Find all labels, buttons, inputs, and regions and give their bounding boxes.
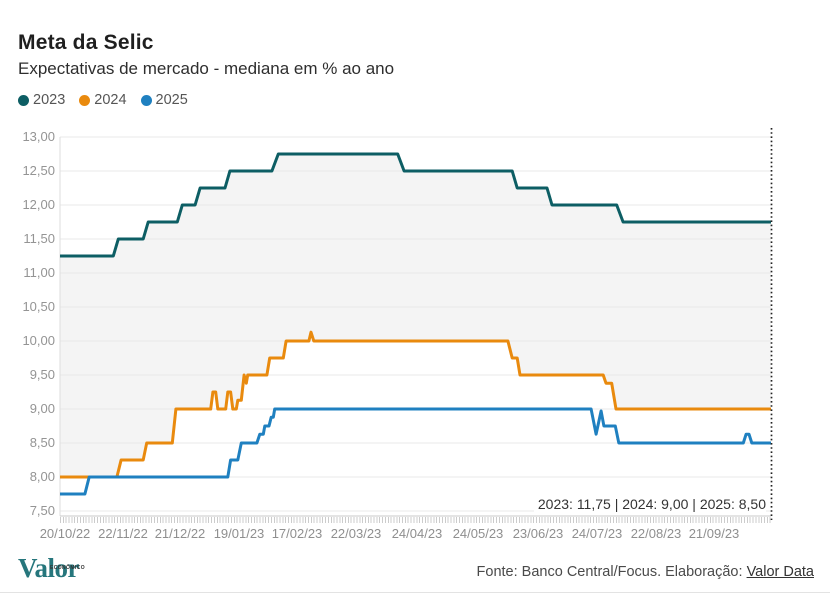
x-tick-label: 17/02/23 [271, 526, 323, 541]
y-tick-label: 8,50 [29, 435, 55, 450]
x-tick-label: 23/06/23 [512, 526, 564, 541]
x-axis-minor-ticks [60, 517, 772, 523]
y-tick-label: 8,00 [29, 469, 55, 484]
chart-title: Meta da Selic [18, 31, 154, 54]
y-tick-label: 12,00 [22, 197, 55, 212]
x-tick-label: 24/07/23 [571, 526, 623, 541]
end-values-label: 2023: 11,75 | 2024: 9,00 | 2025: 8,50 [533, 496, 766, 512]
y-tick-label: 12,50 [22, 163, 55, 178]
chart-canvas [59, 128, 773, 520]
source-text: Fonte: Banco Central/Focus. Elaboração: … [477, 564, 814, 580]
legend-dot-icon [18, 94, 29, 106]
legend-dot-icon [140, 94, 152, 106]
y-tick-label: 10,00 [22, 333, 55, 348]
y-tick-label: 10,50 [22, 299, 55, 314]
x-tick-label: 24/04/23 [391, 526, 443, 541]
y-tick-label: 11,50 [23, 231, 55, 246]
legend-item-2023: 2023 [18, 92, 65, 108]
y-tick-label: 9,00 [29, 401, 55, 416]
band-fill-2024 [60, 332, 771, 516]
y-tick-label: 9,50 [29, 367, 55, 382]
source-link[interactable]: Valor Data [746, 564, 814, 580]
chart-subtitle: Expectativas de mercado - mediana em % a… [18, 59, 395, 78]
footer-separator [0, 592, 830, 593]
x-tick-label: 21/12/22 [154, 526, 206, 541]
series-line-2023 [60, 152, 771, 258]
x-tick-label: 21/09/23 [688, 526, 740, 541]
legend-item-2024: 2024 [79, 92, 127, 108]
series-line-2025 [60, 407, 771, 496]
valor-logo-superscript: ECONÔMICO [50, 565, 86, 571]
x-tick-label: 19/01/23 [213, 526, 265, 541]
legend: 2023 2024 2025 [18, 92, 188, 108]
source-prefix: Fonte: Banco Central/Focus. Elaboração: [476, 564, 747, 580]
y-tick-label: 13,00 [22, 129, 55, 144]
legend-item-2025: 2025 [140, 92, 188, 108]
x-tick-label: 22/03/23 [330, 526, 382, 541]
x-tick-label: 24/05/23 [452, 526, 504, 541]
series-line-2024 [60, 330, 771, 479]
x-tick-label: 20/10/22 [39, 526, 91, 541]
y-tick-label: 11,00 [23, 265, 55, 280]
y-tick-label: 7,50 [29, 503, 55, 518]
legend-dot-icon [79, 94, 91, 106]
x-tick-label: 22/08/23 [630, 526, 682, 541]
x-tick-label: 22/11/22 [98, 526, 148, 541]
valor-logo[interactable]: Valor ECONÔMICO [18, 553, 85, 583]
valor-logo-text: Valor [18, 553, 80, 583]
